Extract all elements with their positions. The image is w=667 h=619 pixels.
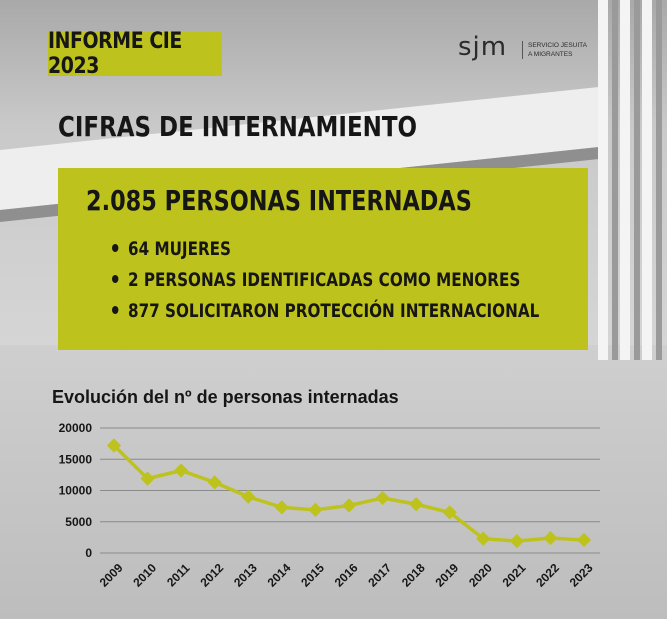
total-internees: 2.085 PERSONAS INTERNADAS xyxy=(86,184,472,217)
x-tick-label: 2022 xyxy=(533,561,562,590)
x-tick-label: 2021 xyxy=(500,561,529,590)
sjm-logo: sjm SERVICIO JESUITA A MIGRANTES xyxy=(458,32,608,64)
x-tick-label: 2015 xyxy=(298,561,327,590)
data-point xyxy=(274,500,289,515)
chart-title: Evolución del nº de personas internadas xyxy=(52,387,399,407)
stat-item: 64 MUJERES xyxy=(112,234,539,265)
x-tick-label: 2010 xyxy=(130,561,159,590)
y-tick-label: 0 xyxy=(85,546,92,560)
y-tick-label: 15000 xyxy=(59,452,93,466)
x-tick-label: 2018 xyxy=(399,561,428,590)
data-point xyxy=(106,438,122,453)
x-tick-label: 2023 xyxy=(567,561,596,590)
data-point xyxy=(241,489,256,504)
x-tick-label: 2012 xyxy=(197,561,226,590)
report-tag: INFORME CIE 2023 xyxy=(48,29,222,79)
x-tick-label: 2013 xyxy=(231,561,260,590)
data-point xyxy=(174,463,189,478)
logo-mark: sjm xyxy=(458,32,508,62)
y-tick-label: 10000 xyxy=(59,484,93,498)
y-tick-label: 5000 xyxy=(65,515,92,529)
data-point xyxy=(207,475,222,490)
data-point xyxy=(476,531,491,546)
x-tick-label: 2020 xyxy=(466,561,495,590)
section-title: CIFRAS DE INTERNAMIENTO xyxy=(58,110,418,143)
data-point xyxy=(543,530,558,546)
highlight-panel: 2.085 PERSONAS INTERNADAS 64 MUJERES 2 P… xyxy=(58,168,588,350)
x-tick-label: 2009 xyxy=(97,561,126,590)
bullet-icon xyxy=(112,274,119,283)
x-tick-label: 2019 xyxy=(432,561,461,590)
logo-org-name: SERVICIO JESUITA A MIGRANTES xyxy=(522,41,587,59)
x-tick-label: 2014 xyxy=(265,561,294,590)
bullet-icon xyxy=(112,305,119,314)
y-tick-label: 20000 xyxy=(59,421,93,435)
line-chart: 0 5000 10000 15000 20000 2009 2010 2011 2012 2013… xyxy=(59,421,600,590)
x-tick-label: 2011 xyxy=(164,561,193,590)
data-point xyxy=(576,532,592,548)
data-point xyxy=(375,490,390,506)
bullet-icon xyxy=(112,243,119,252)
data-point xyxy=(509,534,524,549)
x-tick-label: 2016 xyxy=(332,561,361,590)
stat-item: 877 SOLICITARON PROTECCIÓN INTERNACIONAL xyxy=(112,296,539,327)
stats-list: 64 MUJERES 2 PERSONAS IDENTIFICADAS COMO… xyxy=(112,234,646,327)
data-point xyxy=(442,505,457,520)
x-tick-label: 2017 xyxy=(365,561,394,590)
series-line xyxy=(112,444,585,543)
stat-item: 2 PERSONAS IDENTIFICADAS COMO MENORES xyxy=(112,265,539,296)
data-point xyxy=(308,502,323,517)
data-point xyxy=(341,498,357,513)
data-point xyxy=(409,497,424,512)
data-point xyxy=(140,471,155,486)
